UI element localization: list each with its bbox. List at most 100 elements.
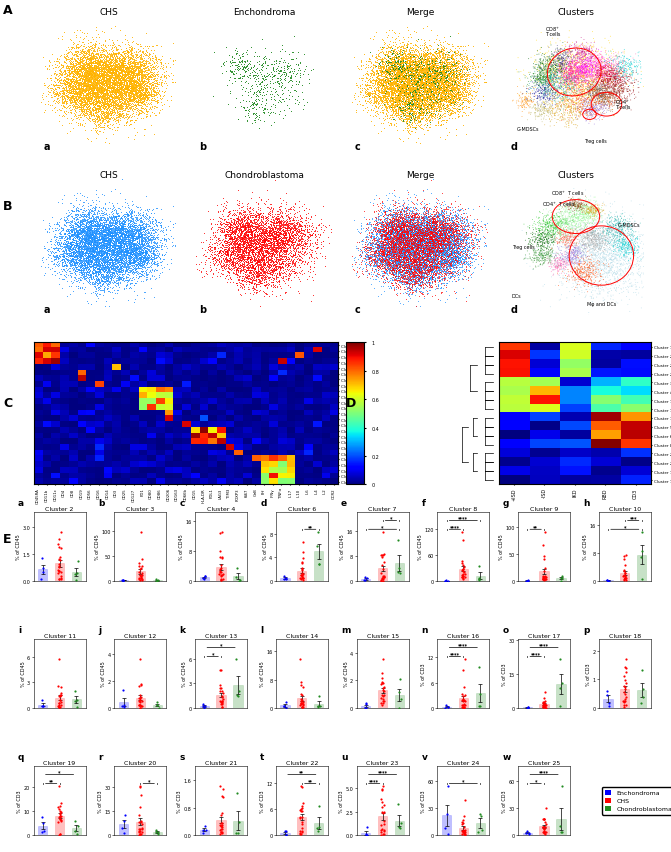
Point [526, 95, 537, 108]
Point [447, 221, 458, 234]
Point [81, 233, 91, 246]
Point [370, 244, 381, 257]
Point [250, 269, 261, 283]
Point [419, 267, 430, 280]
Point [414, 252, 425, 266]
Point [433, 63, 444, 77]
Point [90, 243, 101, 256]
Point [246, 245, 256, 259]
Point [77, 265, 88, 279]
Point [372, 55, 382, 69]
Point [410, 261, 421, 274]
Point [73, 83, 84, 97]
Point [379, 98, 390, 112]
Point [523, 95, 534, 108]
Point [389, 240, 400, 254]
Point [449, 252, 460, 266]
Point [531, 105, 542, 118]
Point [435, 258, 446, 272]
Point [607, 57, 617, 71]
Point [92, 68, 103, 82]
Point [421, 239, 431, 253]
Point [105, 240, 115, 254]
Point [83, 78, 93, 92]
Point [474, 560, 484, 573]
Point [54, 238, 65, 251]
Point [273, 210, 284, 223]
Point [118, 245, 129, 258]
Point [408, 268, 419, 281]
Point [135, 68, 146, 82]
Point [602, 76, 613, 89]
Point [588, 238, 599, 251]
Point [629, 246, 640, 260]
Point [596, 94, 607, 107]
Point [413, 109, 423, 123]
Point [99, 245, 109, 259]
Point [104, 65, 115, 78]
Point [583, 270, 594, 284]
Point [87, 239, 97, 253]
Point [405, 62, 416, 76]
Point [423, 250, 433, 264]
Point [344, 83, 355, 96]
Point [570, 69, 581, 83]
Point [119, 259, 130, 273]
Point [121, 74, 132, 88]
Point [88, 97, 99, 111]
Point [414, 255, 425, 268]
Point [107, 62, 117, 76]
Point [388, 226, 399, 239]
Point [63, 62, 74, 76]
Point [428, 220, 439, 233]
Point [387, 92, 398, 106]
Point [452, 246, 462, 260]
Point [596, 54, 607, 67]
Point [95, 113, 105, 127]
Point [88, 62, 99, 76]
Point [423, 96, 434, 110]
Point [609, 86, 619, 100]
Point [380, 236, 391, 250]
Point [134, 74, 144, 88]
Point [202, 241, 213, 255]
Point [150, 235, 161, 249]
Point [85, 241, 96, 255]
Point [383, 222, 394, 236]
Point [107, 80, 117, 94]
Point [435, 70, 446, 83]
Point [568, 271, 579, 285]
Point [423, 245, 433, 258]
Point [125, 72, 136, 86]
Point [427, 237, 438, 250]
Point [276, 233, 287, 247]
Point [440, 52, 450, 66]
Point [437, 281, 448, 295]
Point [387, 106, 398, 119]
Point [615, 222, 625, 235]
Point [234, 218, 245, 232]
Point [430, 221, 441, 234]
Point [300, 227, 311, 241]
Point [78, 96, 89, 110]
Point [433, 268, 444, 282]
Point [548, 71, 559, 84]
Point [461, 100, 472, 113]
Point [61, 90, 72, 104]
Point [375, 247, 386, 261]
Point [123, 68, 134, 82]
Point [262, 266, 272, 279]
Point [426, 226, 437, 239]
Point [594, 256, 605, 270]
Point [378, 248, 389, 262]
Point [437, 256, 448, 270]
Point [128, 234, 139, 248]
Point [86, 239, 97, 253]
Point [391, 257, 401, 271]
Point [541, 47, 552, 60]
Point [283, 219, 294, 233]
Point [226, 219, 237, 233]
Point [643, 241, 654, 255]
Point [444, 227, 455, 241]
Point [404, 88, 415, 101]
